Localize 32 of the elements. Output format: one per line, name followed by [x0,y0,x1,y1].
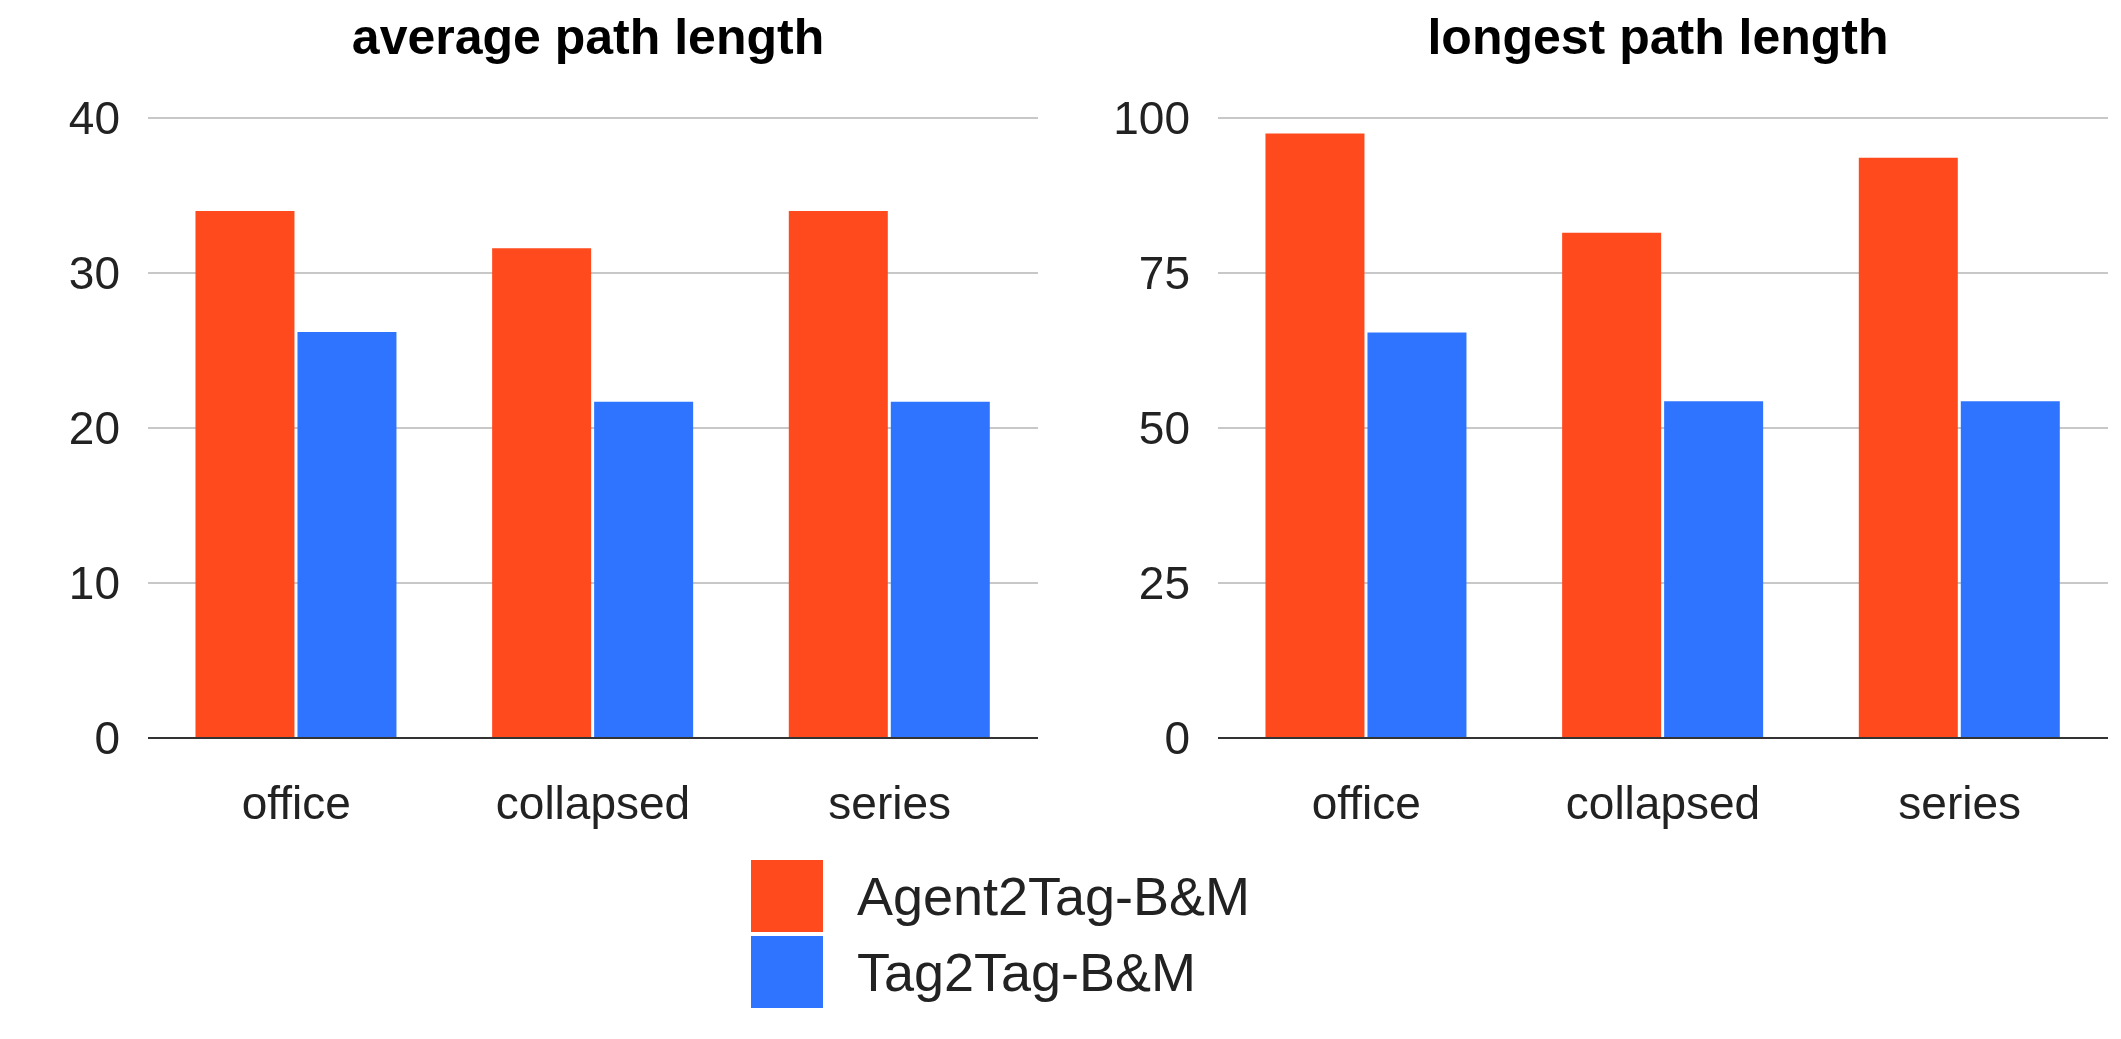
chart-title: longest path length [1426,8,1890,67]
bar [594,401,694,738]
bar [1858,157,1958,738]
bar [1664,401,1764,738]
x-tick-label: collapsed [1565,776,1761,829]
bar [1960,401,2060,738]
x-tick-label: office [1311,776,1421,829]
y-tick-label: 50 [1138,402,1190,455]
bar [297,331,397,738]
legend-label: Tag2Tag-B&M [856,941,1197,1003]
bar [788,211,888,738]
y-tick-label: 75 [1138,247,1190,300]
y-tick-label: 100 [1113,92,1190,145]
bar [1265,133,1365,738]
x-tick-label: series [828,776,952,829]
legend-label: Agent2Tag-B&M [856,865,1251,927]
y-tick-label: 30 [68,247,120,300]
bar [1562,232,1662,738]
bar [890,401,990,738]
x-tick-label: collapsed [495,776,691,829]
y-tick-label: 25 [1138,557,1190,610]
x-tick-label: office [241,776,351,829]
x-tick-label: series [1898,776,2022,829]
bar [492,248,592,738]
bar [195,211,295,738]
bar [1367,332,1467,738]
y-tick-label: 0 [94,712,120,765]
y-tick-label: 40 [68,92,120,145]
y-tick-label: 10 [68,557,120,610]
y-tick-label: 0 [1164,712,1190,765]
chart-title: average path length [350,8,826,67]
y-tick-label: 20 [68,402,120,455]
